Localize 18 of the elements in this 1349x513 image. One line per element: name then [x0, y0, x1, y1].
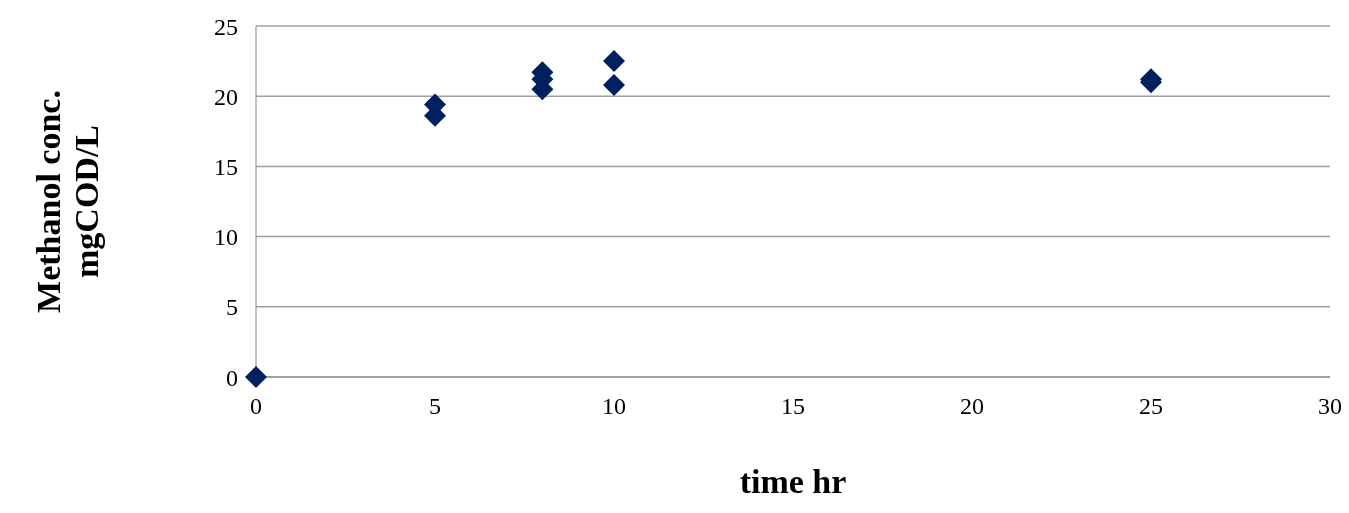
y-axis-title: Methanol conc. mgCOD/L: [30, 90, 105, 313]
point: [603, 50, 625, 73]
y-tick-label: 20: [214, 83, 238, 110]
y-tick-label: 10: [214, 224, 238, 251]
y-tick-label: 5: [226, 294, 238, 321]
y-tick-label: 0: [226, 364, 238, 391]
point: [603, 73, 625, 96]
x-tick-label: 15: [781, 393, 805, 420]
x-axis-title: time hr: [739, 463, 847, 500]
y-tick-label: 25: [214, 13, 238, 40]
x-tick-label: 25: [1139, 393, 1163, 420]
x-tick-label: 20: [960, 393, 984, 420]
x-tick-label: 30: [1318, 393, 1342, 420]
x-tick-label: 5: [429, 393, 441, 420]
x-tick-label: 0: [250, 393, 262, 420]
y-tick-label: 15: [214, 153, 238, 180]
x-tick-label: 10: [602, 393, 626, 420]
point: [245, 366, 267, 388]
